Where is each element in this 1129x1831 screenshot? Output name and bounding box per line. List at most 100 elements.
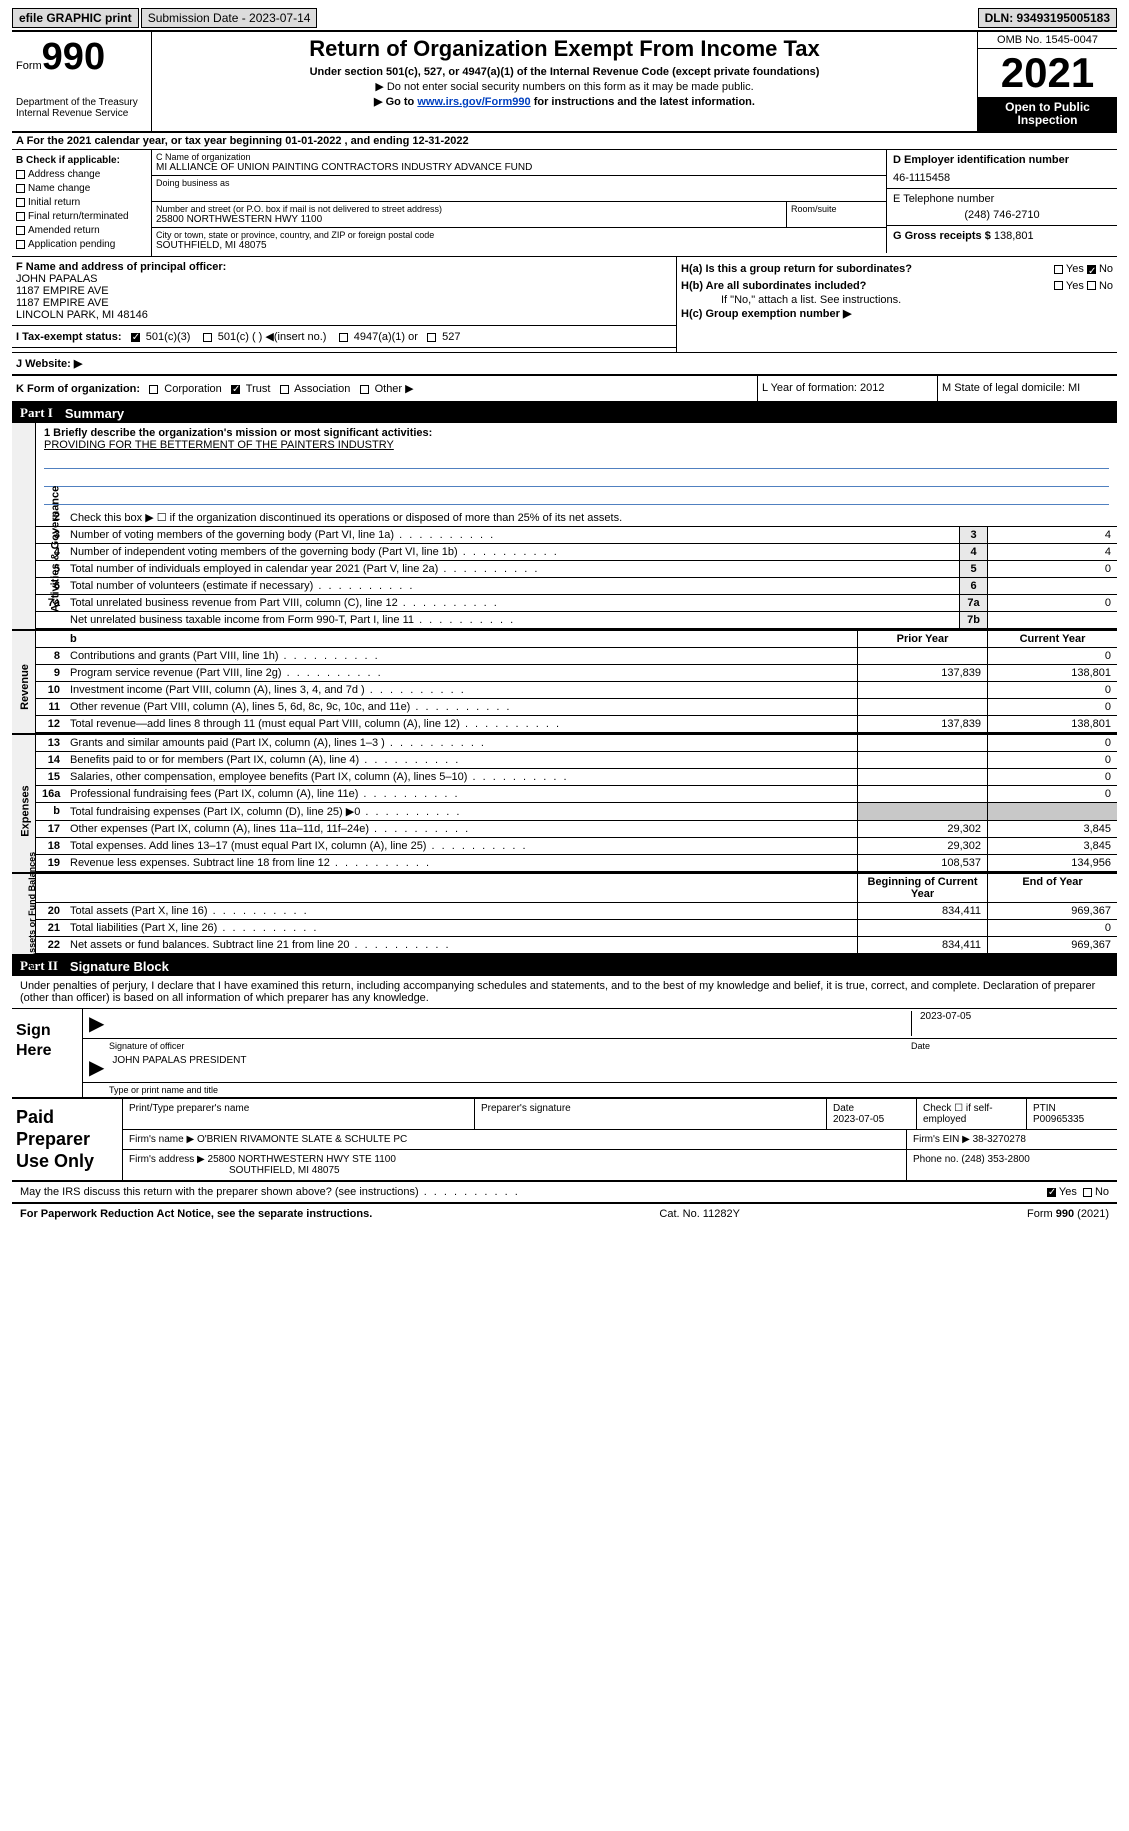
opt-assoc: Association [294, 383, 350, 395]
assoc-checkbox[interactable] [280, 385, 289, 394]
form-header: Form990 Department of the Treasury Inter… [12, 32, 1117, 133]
name-change-checkbox[interactable] [16, 184, 25, 193]
gov-val-4: 4 [987, 544, 1117, 560]
goto-prefix: ▶ Go to [374, 96, 417, 108]
dept-label: Department of the Treasury Internal Reve… [16, 97, 147, 119]
rev-cy-12: 138,801 [987, 716, 1117, 732]
exp-line-17: Other expenses (Part IX, column (A), lin… [66, 821, 857, 837]
amended-return-checkbox[interactable] [16, 226, 25, 235]
527-checkbox[interactable] [427, 333, 436, 342]
gross-receipts-value: 138,801 [994, 230, 1034, 242]
firm-ein: 38-3270278 [973, 1134, 1026, 1145]
exp-line-15: Salaries, other compensation, employee b… [66, 769, 857, 785]
prep-date: 2023-07-05 [833, 1114, 884, 1125]
part1-header: Part I Summary [12, 403, 1117, 423]
part1-title: Summary [65, 406, 124, 421]
sig-officer-name: JOHN PAPALAS PRESIDENT [112, 1055, 246, 1080]
ptin-value: P00965335 [1033, 1114, 1084, 1125]
exp-cy-17: 3,845 [987, 821, 1117, 837]
opt-initial-return: Initial return [28, 197, 80, 208]
prep-sig-label: Preparer's signature [475, 1099, 827, 1129]
other-checkbox[interactable] [360, 385, 369, 394]
dln: DLN: 93493195005183 [978, 8, 1117, 28]
cat-no: Cat. No. 11282Y [659, 1208, 740, 1220]
corp-checkbox[interactable] [149, 385, 158, 394]
rev-line-10: Investment income (Part VIII, column (A)… [66, 682, 857, 698]
exp-cy-b [987, 803, 1117, 820]
form-footer: Form 990 (2021) [1027, 1208, 1109, 1220]
sign-here-label: Sign Here [12, 1009, 82, 1097]
form-subtitle: Under section 501(c), 527, or 4947(a)(1)… [158, 66, 971, 78]
exp-line-19: Revenue less expenses. Subtract line 18 … [66, 855, 857, 871]
501c3-checkbox[interactable] [131, 333, 140, 342]
firm-phone-label: Phone no. [913, 1154, 959, 1165]
exp-cy-16a: 0 [987, 786, 1117, 802]
rev-line-8: Contributions and grants (Part VIII, lin… [66, 648, 857, 664]
org-name-label: C Name of organization [156, 152, 882, 162]
hb-label: H(b) Are all subordinates included? [681, 278, 866, 295]
firm-phone: (248) 353-2800 [961, 1154, 1029, 1165]
irs-link[interactable]: www.irs.gov/Form990 [417, 96, 530, 108]
4947-checkbox[interactable] [339, 333, 348, 342]
rev-cy-11: 0 [987, 699, 1117, 715]
goto-link-row: ▶ Go to www.irs.gov/Form990 for instruct… [158, 95, 971, 108]
prep-date-label: Date [833, 1103, 854, 1114]
rev-py-11 [857, 699, 987, 715]
hb-note: If "No," attach a list. See instructions… [681, 294, 1113, 306]
vlabel-revenue: Revenue [12, 631, 36, 733]
form-title: Return of Organization Exempt From Incom… [158, 36, 971, 62]
mission-answer: PROVIDING FOR THE BETTERMENT OF THE PAIN… [44, 439, 1109, 451]
street-label: Number and street (or P.O. box if mail i… [156, 204, 782, 214]
tax-year-row: A For the 2021 calendar year, or tax yea… [12, 133, 1117, 150]
phone-label: E Telephone number [893, 193, 1111, 205]
opt-527: 527 [442, 331, 460, 343]
sig-date: 2023-07-05 [911, 1011, 1111, 1036]
signature-declaration: Under penalties of perjury, I declare th… [12, 976, 1117, 1009]
discuss-yes-checkbox[interactable] [1047, 1188, 1056, 1197]
phone-value: (248) 746-2710 [893, 209, 1111, 221]
exp-py-17: 29,302 [857, 821, 987, 837]
opt-corp: Corporation [164, 383, 221, 395]
org-name: MI ALLIANCE OF UNION PAINTING CONTRACTOR… [156, 162, 882, 173]
goto-suffix: for instructions and the latest informat… [531, 96, 755, 108]
exp-cy-14: 0 [987, 752, 1117, 768]
year-formation: L Year of formation: 2012 [757, 376, 937, 401]
exp-py-16a [857, 786, 987, 802]
rev-line-11: Other revenue (Part VIII, column (A), li… [66, 699, 857, 715]
dba-label: Doing business as [156, 178, 882, 188]
trust-checkbox[interactable] [231, 385, 240, 394]
gov-val-6 [987, 578, 1117, 594]
address-change-checkbox[interactable] [16, 170, 25, 179]
officer-name: JOHN PAPALAS [16, 273, 672, 285]
initial-return-checkbox[interactable] [16, 198, 25, 207]
ha-no-checkbox[interactable] [1087, 265, 1096, 274]
discuss-no-checkbox[interactable] [1083, 1188, 1092, 1197]
form-number: 990 [42, 36, 105, 78]
omb-number: OMB No. 1545-0047 [978, 32, 1117, 49]
501c-checkbox[interactable] [203, 333, 212, 342]
officer-addr1: 1187 EMPIRE AVE [16, 285, 672, 297]
hb-yes-checkbox[interactable] [1054, 281, 1063, 290]
exp-py-18: 29,302 [857, 838, 987, 854]
rev-cy-8: 0 [987, 648, 1117, 664]
opt-name-change: Name change [28, 183, 90, 194]
hb-no-checkbox[interactable] [1087, 281, 1096, 290]
open-public-inspection: Open to Public Inspection [978, 97, 1117, 131]
gov-line-6: Total number of volunteers (estimate if … [66, 578, 959, 594]
ha-label: H(a) Is this a group return for subordin… [681, 261, 912, 278]
exp-cy-18: 3,845 [987, 838, 1117, 854]
vlabel-net-assets: Net Assets or Fund Balances [12, 874, 36, 954]
city-state-zip: SOUTHFIELD, MI 48075 [156, 240, 882, 251]
tax-exempt-label: I Tax-exempt status: [16, 331, 122, 343]
ha-yes-checkbox[interactable] [1054, 265, 1063, 274]
opt-trust: Trust [246, 383, 271, 395]
app-pending-checkbox[interactable] [16, 240, 25, 249]
state-domicile: M State of legal domicile: MI [937, 376, 1117, 401]
vlabel-governance: Activities & Governance [12, 423, 36, 629]
opt-4947: 4947(a)(1) or [354, 331, 418, 343]
final-return-checkbox[interactable] [16, 212, 25, 221]
officer-label: F Name and address of principal officer: [16, 261, 226, 273]
efile-print-button[interactable]: efile GRAPHIC print [12, 8, 139, 28]
pra-notice: For Paperwork Reduction Act Notice, see … [20, 1208, 372, 1220]
net-cy-21: 0 [987, 920, 1117, 936]
